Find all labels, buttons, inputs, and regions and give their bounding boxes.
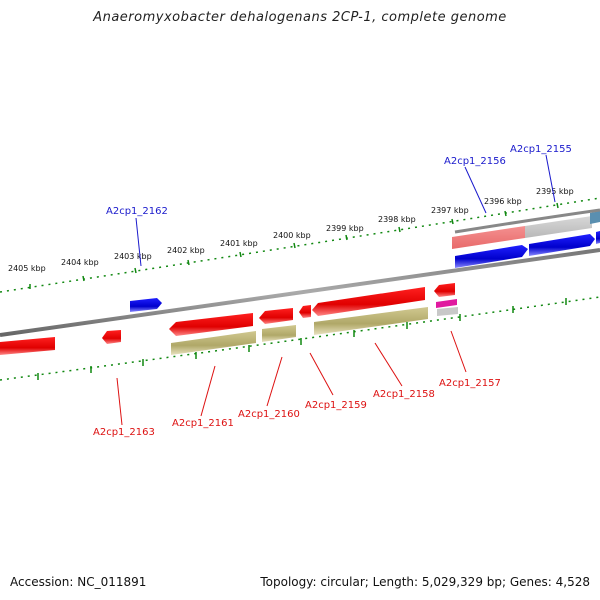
ruler-label: 2404 kbp [61, 258, 99, 267]
rna-features [171, 307, 428, 355]
leader-line [200, 365, 216, 417]
gene-2159-arrow[interactable] [299, 305, 311, 318]
leader-lines-red [116, 330, 467, 426]
gene-label[interactable]: A2cp1_2163 [93, 427, 155, 438]
ruler-labels: 2395 kbp 2396 kbp 2397 kbp 2398 kbp 2399… [8, 187, 574, 273]
leader-line [116, 377, 123, 426]
gene-2155-arrow[interactable] [529, 234, 595, 256]
gene-labels-top: A2cp1_2155 A2cp1_2156 A2cp1_2162 [106, 144, 572, 217]
ruler-label: 2400 kbp [273, 231, 311, 240]
gene-2160-arrow[interactable] [259, 308, 293, 324]
lower-major-ticks [37, 298, 567, 380]
gene-2157-marker-grey [437, 307, 458, 316]
ruler-label: 2399 kbp [326, 224, 364, 233]
ruler-label: 2402 kbp [167, 246, 205, 255]
gene-2158-rna-feature[interactable] [314, 307, 428, 335]
gene-label[interactable]: A2cp1_2157 [439, 378, 501, 389]
leader-line [545, 154, 556, 203]
lower-ruler-dots [0, 296, 600, 381]
accession-text: Accession: NC_011891 [10, 575, 147, 589]
leader-line [374, 342, 403, 387]
ruler-label: 2395 kbp [536, 187, 574, 196]
gene-2160-rna-feature[interactable] [262, 325, 296, 342]
gene-2162-arrow[interactable] [130, 298, 162, 312]
ruler-label: 2398 kbp [378, 215, 416, 224]
major-tick [187, 259, 190, 266]
major-tick [556, 202, 559, 209]
major-tick [82, 275, 85, 282]
leader-line [266, 356, 283, 407]
gene-2163-arrow-left[interactable] [0, 337, 55, 355]
ruler-label: 2405 kbp [8, 264, 46, 273]
leader-line [464, 166, 487, 214]
upper-tick-track [0, 197, 600, 293]
gene-label[interactable]: A2cp1_2160 [238, 409, 300, 420]
upper-ruler-dots [0, 197, 600, 293]
forward-strand-genes [130, 211, 600, 312]
major-tick [239, 251, 242, 258]
gene-2156-feature[interactable] [452, 226, 525, 249]
gene-label[interactable]: A2cp1_2162 [106, 206, 168, 217]
gene-2163-arrow[interactable] [102, 330, 121, 344]
gene-label[interactable]: A2cp1_2161 [172, 418, 234, 429]
genome-backbone-upper [454, 208, 600, 234]
ruler-label: 2396 kbp [484, 197, 522, 206]
upper-major-ticks [29, 202, 559, 289]
ruler-label: 2403 kbp [114, 252, 152, 261]
gene-label[interactable]: A2cp1_2159 [305, 400, 367, 411]
gene-2155-feature[interactable] [525, 216, 592, 238]
gene-label[interactable]: A2cp1_2158 [373, 389, 435, 400]
ruler-label: 2397 kbp [431, 206, 469, 215]
major-tick [293, 242, 296, 249]
ruler-label: 2401 kbp [220, 239, 258, 248]
major-tick [451, 218, 454, 225]
major-tick [398, 226, 401, 233]
topology-text: Topology: circular; Length: 5,029,329 bp… [260, 575, 590, 589]
leader-lines-blue [135, 154, 556, 267]
gene-2161-rna-feature[interactable] [171, 331, 256, 355]
major-tick [504, 210, 507, 217]
leader-line [135, 217, 142, 267]
leader-line [450, 330, 467, 373]
gene-labels-bottom: A2cp1_2157 A2cp1_2158 A2cp1_2159 A2cp1_2… [93, 378, 501, 438]
gene-label[interactable]: A2cp1_2156 [444, 156, 506, 167]
gene-2155-feature-edge [590, 211, 600, 224]
leader-line [309, 352, 334, 396]
gene-2158-arrow[interactable] [312, 287, 425, 316]
gene-2157-arrow[interactable] [434, 283, 455, 297]
genome-backbone [0, 248, 600, 337]
gene-2157-marker-pink [436, 299, 457, 308]
gene-next-arrow [596, 231, 600, 244]
major-tick [345, 234, 348, 241]
gene-label[interactable]: A2cp1_2155 [510, 144, 572, 155]
map-title: Anaeromyxobacter dehalogenans 2CP-1, com… [93, 10, 507, 25]
gene-2156-arrow[interactable] [455, 245, 528, 268]
reverse-strand-genes [0, 283, 458, 355]
major-tick [134, 267, 137, 274]
gene-2161-arrow[interactable] [169, 313, 253, 336]
